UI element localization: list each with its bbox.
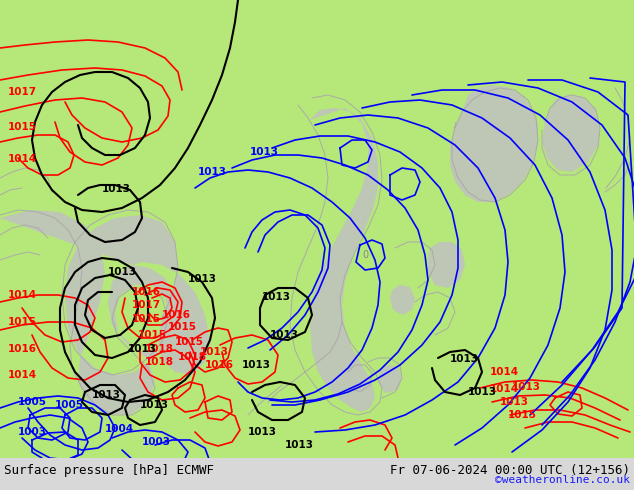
Text: 0: 0 bbox=[362, 250, 368, 260]
Text: 1013: 1013 bbox=[92, 390, 121, 400]
Polygon shape bbox=[428, 242, 465, 288]
Text: 1004: 1004 bbox=[105, 424, 134, 434]
Text: 1013: 1013 bbox=[140, 400, 169, 410]
Text: 1005: 1005 bbox=[55, 400, 84, 410]
Text: 1015: 1015 bbox=[168, 322, 197, 332]
Polygon shape bbox=[0, 210, 210, 415]
Text: 1016: 1016 bbox=[8, 344, 37, 354]
Polygon shape bbox=[390, 285, 415, 315]
Text: 1013: 1013 bbox=[200, 347, 229, 357]
Text: 1005: 1005 bbox=[18, 397, 47, 407]
Text: 1016: 1016 bbox=[162, 310, 191, 320]
Text: 1014: 1014 bbox=[490, 367, 519, 377]
Text: 1013: 1013 bbox=[500, 397, 529, 407]
Text: 1013: 1013 bbox=[248, 427, 277, 437]
Polygon shape bbox=[542, 95, 600, 172]
Text: 1013: 1013 bbox=[108, 267, 137, 277]
Text: 1013: 1013 bbox=[468, 387, 497, 397]
Text: 1013: 1013 bbox=[250, 147, 279, 157]
Text: 1018: 1018 bbox=[178, 352, 207, 362]
Text: 1016: 1016 bbox=[132, 287, 161, 297]
Text: 1014: 1014 bbox=[8, 154, 37, 164]
Text: 1017: 1017 bbox=[8, 87, 37, 97]
Text: 1013: 1013 bbox=[262, 292, 291, 302]
Text: 1016: 1016 bbox=[205, 360, 234, 370]
Text: 1013: 1013 bbox=[242, 360, 271, 370]
Text: 1014: 1014 bbox=[8, 370, 37, 380]
Text: 1014: 1014 bbox=[490, 384, 519, 394]
Text: 1018: 1018 bbox=[145, 344, 174, 354]
Text: 1015: 1015 bbox=[8, 122, 37, 132]
Text: 1013: 1013 bbox=[198, 167, 227, 177]
Text: 1013: 1013 bbox=[102, 184, 131, 194]
Polygon shape bbox=[450, 85, 538, 202]
Text: 1013: 1013 bbox=[450, 354, 479, 364]
Text: 1015: 1015 bbox=[132, 314, 161, 324]
Text: 1014: 1014 bbox=[8, 290, 37, 300]
Text: 1017: 1017 bbox=[132, 300, 161, 310]
Text: Fr 07-06-2024 00:00 UTC (12+156): Fr 07-06-2024 00:00 UTC (12+156) bbox=[390, 464, 630, 477]
Bar bbox=[0, 458, 634, 490]
Text: 1013: 1013 bbox=[188, 274, 217, 284]
Text: 1013: 1013 bbox=[512, 382, 541, 392]
Text: 1003: 1003 bbox=[18, 427, 47, 437]
Text: 1015: 1015 bbox=[8, 317, 37, 327]
Polygon shape bbox=[310, 108, 378, 412]
Text: 1015: 1015 bbox=[138, 330, 167, 340]
Text: 1003: 1003 bbox=[142, 437, 171, 447]
Text: Surface pressure [hPa] ECMWF: Surface pressure [hPa] ECMWF bbox=[4, 464, 214, 477]
Text: 1013: 1013 bbox=[285, 440, 314, 450]
Polygon shape bbox=[378, 365, 402, 393]
Text: 1018: 1018 bbox=[145, 357, 174, 367]
Text: 1015: 1015 bbox=[175, 337, 204, 347]
Text: 1013: 1013 bbox=[270, 330, 299, 340]
Text: 1013: 1013 bbox=[128, 344, 157, 354]
Text: 1015: 1015 bbox=[508, 410, 537, 420]
Text: ©weatheronline.co.uk: ©weatheronline.co.uk bbox=[495, 475, 630, 485]
